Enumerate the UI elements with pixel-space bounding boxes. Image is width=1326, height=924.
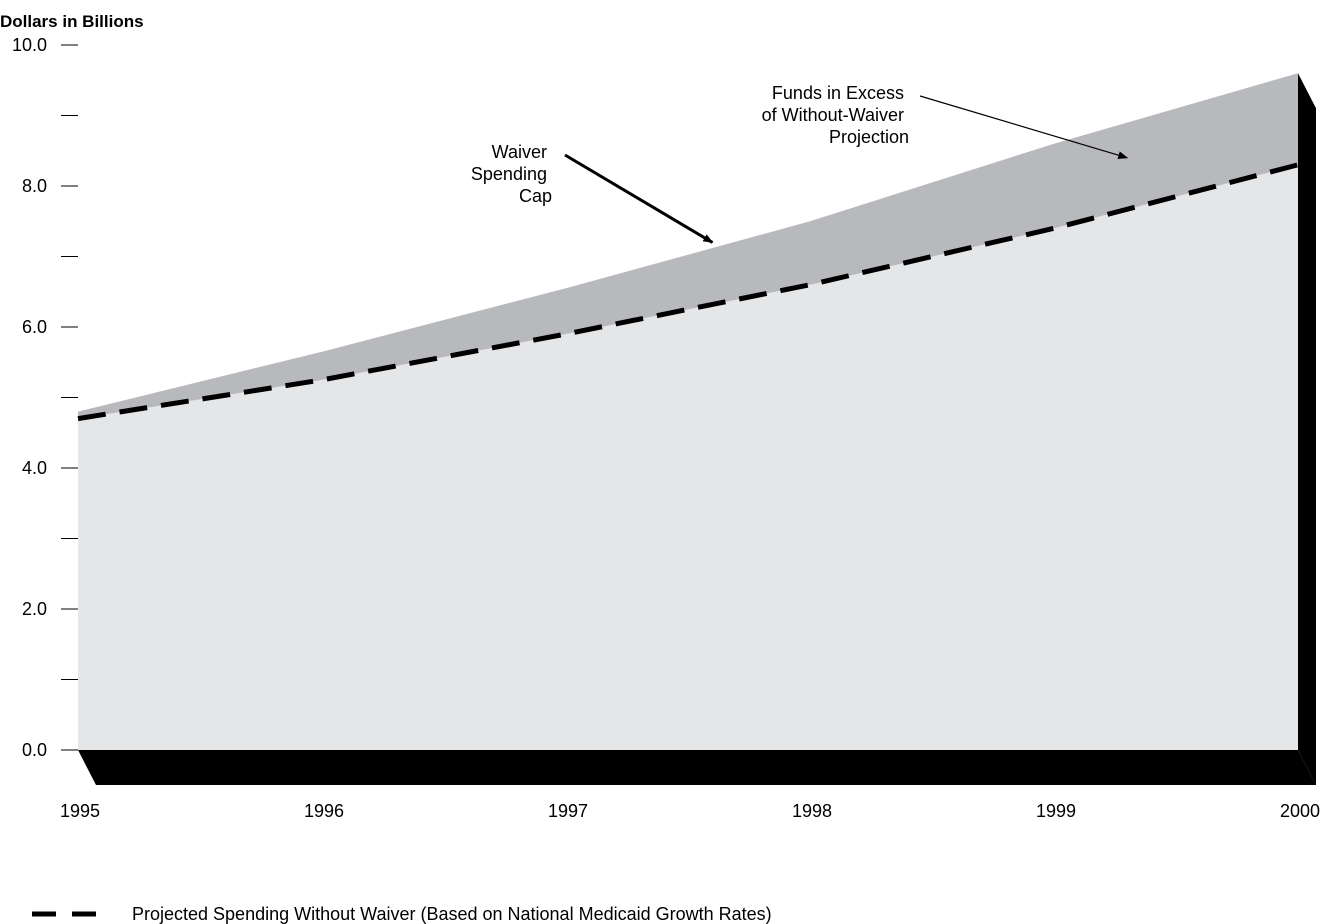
- y-tick-label: 2.0: [22, 599, 47, 619]
- y-tick-label: 6.0: [22, 317, 47, 337]
- x-tick-label: 1996: [304, 801, 344, 821]
- y-tick-label: 10.0: [12, 35, 47, 55]
- x-tick-label: 1999: [1036, 801, 1076, 821]
- x-tick-label: 1998: [792, 801, 832, 821]
- x-axis-ticks: 1995 1996 1997 1998 1999 2000: [60, 801, 1320, 821]
- annotation-excess-line-3: Projection: [829, 127, 909, 147]
- annotation-cap-line-1: Waiver: [492, 142, 547, 162]
- legend: Projected Spending Without Waiver (Based…: [32, 904, 772, 924]
- annotation-excess-arrow: [919, 95, 1129, 160]
- y-tick-label: 0.0: [22, 740, 47, 760]
- depth-shadow-bottom: [78, 750, 1316, 785]
- annotation-funds-in-excess: Funds in Excess of Without-Waiver Projec…: [762, 83, 1129, 160]
- depth-shadow-right: [1298, 73, 1316, 785]
- svg-text:Waiver Spending Ca: Waiver Spending Cap: [471, 142, 552, 206]
- annotation-cap-line-3: Cap: [519, 186, 552, 206]
- x-tick-label: 1995: [60, 801, 100, 821]
- y-tick-label: 8.0: [22, 176, 47, 196]
- annotation-waiver-spending-cap: Waiver Spending Cap: [471, 142, 714, 244]
- y-tick-label: 4.0: [22, 458, 47, 478]
- y-axis-ticks: 0.0 2.0 4.0 6.0 8.0 10.0: [12, 35, 78, 760]
- annotation-excess-line-1: Funds in Excess: [772, 83, 904, 103]
- annotation-cap-arrow: [564, 153, 714, 244]
- annotation-cap-line-2: Spending: [471, 164, 547, 184]
- svg-text:Funds in Excess of Witho: Funds in Excess of Without-Waiver Projec…: [762, 83, 909, 147]
- annotation-excess-line-2: of Without-Waiver: [762, 105, 904, 125]
- area-projected-without-waiver: [78, 164, 1298, 751]
- y-axis-label: Dollars in Billions: [0, 12, 144, 31]
- x-tick-label: 1997: [548, 801, 588, 821]
- legend-label: Projected Spending Without Waiver (Based…: [132, 904, 772, 924]
- x-tick-label: 2000: [1280, 801, 1320, 821]
